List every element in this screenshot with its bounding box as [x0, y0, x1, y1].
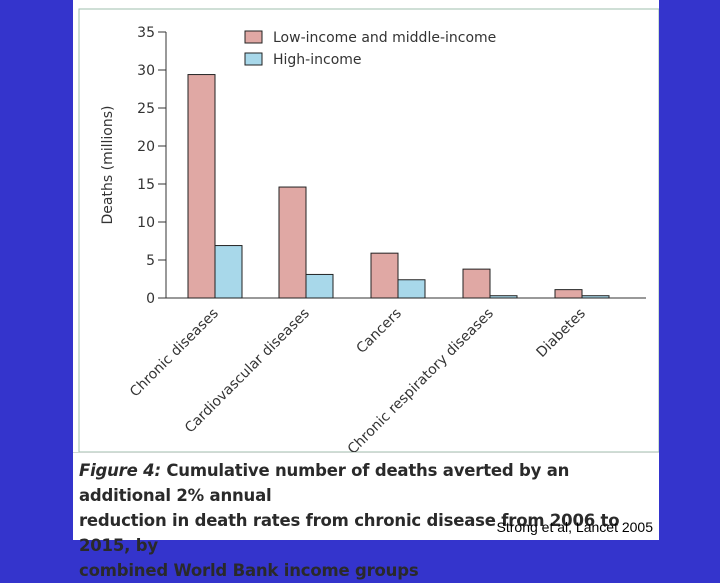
legend-swatch: [244, 30, 263, 44]
y-tick-label: 0: [146, 291, 155, 307]
legend-label: Low-income and middle-income: [273, 30, 496, 46]
legend-label: High-income: [273, 52, 362, 68]
bar: [581, 295, 610, 299]
x-tick-label: Cancers: [353, 306, 404, 357]
y-tick-label: 25: [137, 101, 155, 117]
legend: Low-income and middle-income High-income: [244, 30, 496, 68]
bars: [187, 74, 610, 299]
y-tick-label: 35: [137, 25, 155, 41]
bar: [397, 279, 426, 299]
x-tick-label: Chronic respiratory diseases: [345, 306, 497, 452]
bar: [462, 268, 491, 299]
y-axis-label: Deaths (millions): [100, 106, 116, 225]
caption-line-1: Cumulative number of deaths averted by a…: [79, 461, 570, 505]
figure-label: Figure 4:: [79, 461, 161, 480]
caption-line-3: combined World Bank income groups: [79, 561, 419, 580]
bar: [278, 186, 307, 299]
y-tick-label: 15: [137, 177, 155, 193]
bar: [554, 289, 583, 299]
bar: [214, 245, 243, 299]
source-credit: Strong et al, Lancet 2005: [496, 519, 653, 535]
x-tick-label: Diabetes: [534, 306, 589, 361]
bar: [187, 74, 216, 299]
bar: [489, 295, 518, 299]
chart-frame: [78, 8, 659, 452]
bar: [305, 273, 334, 299]
y-tick-label: 20: [137, 139, 155, 155]
divider: [73, 452, 659, 453]
x-tick-label: Chronic diseases: [127, 306, 222, 401]
slide: 0 5 10 15 20 25 30 35 Chronic diseases Cardiovasc…: [73, 0, 659, 580]
y-tick-label: 5: [146, 253, 155, 269]
y-tick-label: 30: [137, 63, 155, 79]
bar: [370, 252, 399, 299]
legend-swatch: [244, 52, 263, 66]
y-tick-label: 10: [137, 215, 155, 231]
